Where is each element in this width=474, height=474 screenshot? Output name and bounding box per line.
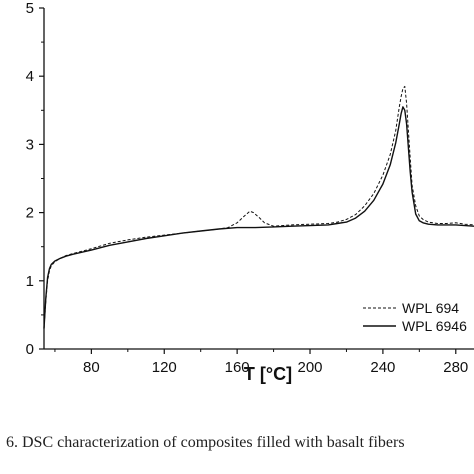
legend: WPL 694 WPL 6946 [363,300,467,334]
x-tick-label: 240 [370,359,395,376]
legend-label-wpl-694: WPL 694 [402,300,459,316]
x-tick-label: 200 [298,359,323,376]
figure-caption: 6. DSC characterization of composites fi… [6,434,405,451]
axes [43,8,474,350]
y-tick-label: 4 [26,68,34,85]
x-tick-label: 120 [152,359,177,376]
y-tick-label: 0 [26,341,34,358]
ticks: 0 1 2 3 4 5 80 120 160 200 240 280 [26,0,469,376]
legend-label-wpl-6946: WPL 6946 [402,318,467,334]
x-axis-title: T [°C] [244,364,292,384]
x-tick-label: 160 [225,359,250,376]
series-line-wpl-6946 [43,106,474,329]
x-tick-label: 280 [443,359,468,376]
series-line-wpl-694 [43,85,474,329]
y-tick-label: 1 [26,273,34,290]
y-tick-label: 5 [26,0,34,17]
series-lines [43,85,474,329]
y-tick-label: 3 [26,136,34,153]
x-tick-label: 80 [83,359,100,376]
y-tick-label: 2 [26,205,34,222]
